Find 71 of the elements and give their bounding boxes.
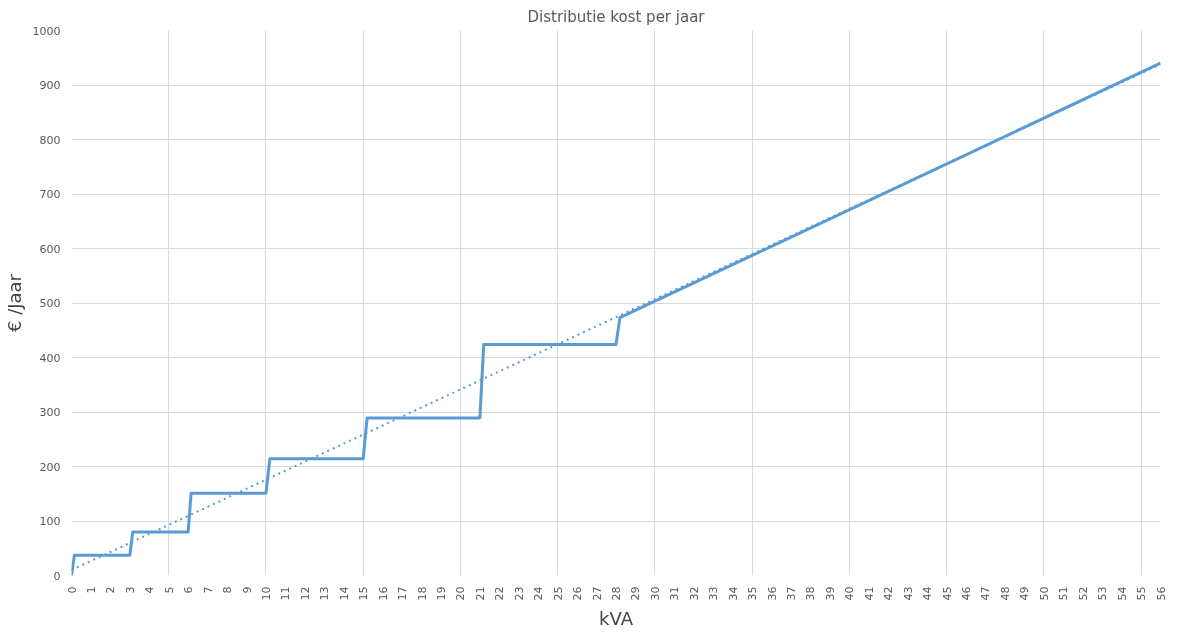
x-tick-label: 31 [668, 586, 682, 601]
x-tick-label: 52 [1076, 586, 1090, 601]
x-tick-label: 14 [337, 586, 351, 601]
x-tick-label: 22 [493, 586, 507, 601]
x-tick-label: 1 [84, 586, 98, 594]
x-tick-label: 29 [629, 586, 643, 601]
x-tick-label: 48 [998, 586, 1012, 601]
x-tick-label: 45 [940, 586, 954, 601]
chart-title: Distributie kost per jaar [527, 7, 706, 26]
x-tick-label: 40 [843, 586, 857, 601]
x-tick-label: 18 [415, 586, 429, 601]
y-axis-title: € /Jaar [3, 273, 25, 332]
x-tick-label: 43 [901, 586, 915, 601]
y-tick-label: 400 [39, 351, 61, 365]
x-tick-label: 44 [921, 586, 935, 601]
x-tick-label: 32 [687, 586, 701, 601]
x-tick-label: 16 [376, 586, 390, 601]
x-tick-label: 49 [1018, 586, 1032, 601]
y-tick-label: 1000 [32, 24, 61, 38]
y-tick-label: 300 [39, 406, 61, 419]
x-tick-label: 10 [259, 586, 273, 601]
x-tick-label: 3 [123, 586, 137, 594]
x-tick-label: 37 [785, 586, 799, 601]
y-tick-label: 200 [39, 460, 61, 474]
x-tick-label: 13 [318, 586, 332, 601]
x-tick-label: 41 [862, 586, 876, 601]
x-tick-label: 27 [590, 586, 604, 601]
x-tick-label: 36 [765, 586, 779, 601]
x-tick-label: 4 [143, 586, 157, 594]
y-tick-label: 500 [39, 297, 61, 310]
x-tick-label: 28 [610, 586, 623, 601]
x-tick-label: 34 [726, 586, 740, 601]
y-tick-label: 700 [39, 188, 61, 201]
x-tick-label: 17 [396, 586, 410, 601]
x-tick-label: 6 [182, 586, 196, 594]
x-tick-label: 25 [551, 586, 565, 601]
x-tick-label: 20 [454, 586, 468, 601]
x-tick-label: 55 [1135, 586, 1149, 601]
x-tick-label: 51 [1057, 586, 1071, 601]
y-tick-label: 600 [39, 242, 61, 256]
x-tick-label: 39 [823, 586, 837, 601]
y-tick-label: 100 [39, 515, 61, 528]
x-tick-label: 12 [298, 586, 312, 601]
x-tick-label: 0 [65, 586, 79, 594]
y-tick-label: 900 [39, 79, 61, 92]
x-tick-label: 23 [512, 586, 526, 601]
x-tick-label: 15 [357, 586, 371, 601]
x-tick-label: 24 [532, 586, 546, 601]
x-axis-title: kVA [599, 608, 634, 630]
x-tick-label: 47 [979, 586, 993, 601]
x-tick-label: 46 [960, 586, 974, 601]
x-tick-label: 33 [707, 586, 721, 601]
x-tick-label: 30 [648, 586, 662, 601]
x-tick-label: 19 [434, 586, 448, 601]
x-tick-label: 56 [1154, 586, 1168, 601]
x-tick-label: 53 [1096, 586, 1110, 601]
x-tick-label: 9 [240, 586, 254, 594]
x-tick-label: 7 [201, 586, 215, 594]
x-tick-label: 11 [279, 586, 293, 601]
x-tick-label: 5 [162, 586, 176, 594]
x-tick-label: 21 [473, 586, 487, 601]
x-tick-label: 50 [1037, 586, 1051, 601]
x-tick-label: 8 [221, 586, 235, 594]
y-tick-label: 800 [39, 133, 61, 147]
x-tick-label: 2 [104, 586, 118, 594]
x-tick-label: 42 [882, 586, 896, 601]
x-tick-label: 35 [746, 586, 760, 601]
x-tick-label: 38 [804, 586, 818, 601]
y-tick-label: 0 [53, 569, 61, 583]
x-tick-label: 54 [1115, 586, 1129, 601]
x-tick-label: 26 [571, 586, 585, 601]
